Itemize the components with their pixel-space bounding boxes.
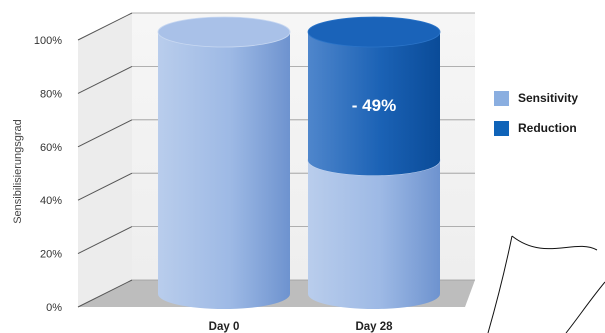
gridline-diagonal xyxy=(77,119,133,148)
legend-item-reduction: Reduction xyxy=(494,118,578,138)
gridline-diagonal xyxy=(77,226,133,255)
decoration xyxy=(487,235,605,333)
bar-top-sensitivity-day-0 xyxy=(157,16,291,48)
bars: - 49% xyxy=(157,16,441,309)
x-tick-label: Day 28 xyxy=(355,321,393,333)
gridline-diagonal xyxy=(77,12,133,41)
legend-label-reduction: Reduction xyxy=(518,121,577,135)
y-tick-label: 100% xyxy=(34,35,62,47)
bar-top-reduction-day-28 xyxy=(307,16,441,48)
y-tick-label: 40% xyxy=(40,195,62,207)
bar-reduction-day-28 xyxy=(308,32,440,176)
y-axis-title: Sensibilisierungsgrad xyxy=(12,119,24,224)
side-wall xyxy=(78,13,132,307)
decorative-curve xyxy=(487,235,513,333)
y-tick-label: 20% xyxy=(40,249,62,261)
legend-label-sensitivity: Sensitivity xyxy=(518,91,579,105)
gridline-diagonal xyxy=(77,65,133,94)
legend: Sensitivity Reduction xyxy=(494,88,578,148)
legend-swatch-reduction xyxy=(494,120,509,136)
decorative-curve xyxy=(511,235,598,251)
gridline-diagonal xyxy=(77,279,133,308)
x-tick-label: Day 0 xyxy=(209,321,240,333)
legend-item-sensitivity: Sensitivity xyxy=(494,88,578,108)
gridline-diagonal xyxy=(77,172,133,201)
y-tick-label: 60% xyxy=(40,142,62,154)
data-label: - 49% xyxy=(352,96,396,115)
bar-sensitivity-day-0 xyxy=(158,32,290,309)
decorative-curve xyxy=(565,281,605,333)
y-tick-label: 80% xyxy=(40,88,62,100)
x-axis: Day 0 Day 28 xyxy=(209,321,393,333)
y-axis: 0% 20% 40% 60% 80% 100% Sensibilisierungsgrad xyxy=(12,35,62,314)
y-tick-label: 0% xyxy=(46,302,62,314)
bar-sensitivity-day-28 xyxy=(308,160,440,309)
legend-swatch-sensitivity xyxy=(494,90,509,106)
